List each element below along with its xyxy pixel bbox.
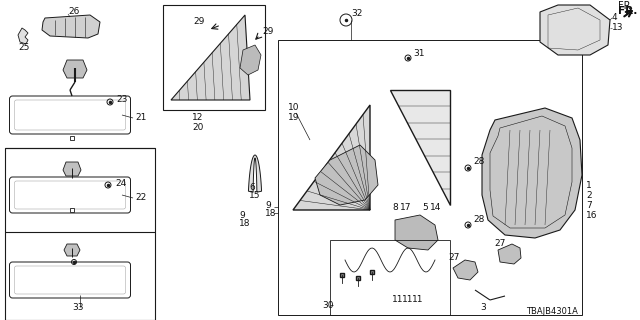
Polygon shape	[540, 5, 610, 55]
Polygon shape	[482, 108, 582, 238]
Text: 10: 10	[288, 103, 300, 113]
Text: 3: 3	[480, 302, 486, 311]
Text: 32: 32	[351, 10, 362, 19]
Text: 11: 11	[392, 295, 403, 305]
Text: 5: 5	[422, 204, 428, 212]
Polygon shape	[390, 90, 450, 205]
Polygon shape	[315, 145, 378, 205]
Text: 15: 15	[249, 191, 260, 201]
Text: 22: 22	[135, 194, 147, 203]
Text: 11: 11	[412, 295, 424, 305]
Text: 23: 23	[116, 94, 127, 103]
Polygon shape	[453, 260, 478, 280]
Text: 28: 28	[473, 215, 484, 225]
Text: 28: 28	[473, 157, 484, 166]
Polygon shape	[64, 244, 80, 256]
Text: 8: 8	[392, 204, 397, 212]
Polygon shape	[18, 28, 28, 44]
Text: 24: 24	[115, 179, 126, 188]
Text: 12: 12	[192, 114, 204, 123]
Text: 30: 30	[322, 300, 333, 309]
Text: 31: 31	[413, 50, 424, 59]
Text: 1: 1	[586, 180, 592, 189]
Text: 11: 11	[402, 295, 413, 305]
Polygon shape	[395, 215, 438, 250]
Text: 14: 14	[430, 204, 442, 212]
Polygon shape	[498, 244, 521, 264]
Text: 21: 21	[135, 114, 147, 123]
Polygon shape	[42, 15, 100, 38]
Polygon shape	[171, 15, 250, 100]
Text: 18: 18	[265, 210, 276, 219]
Text: 7: 7	[586, 201, 592, 210]
Text: 20: 20	[192, 123, 204, 132]
Text: 29: 29	[193, 18, 204, 27]
Polygon shape	[293, 105, 370, 210]
Text: 19: 19	[288, 114, 300, 123]
Text: 9: 9	[265, 201, 271, 210]
Polygon shape	[63, 162, 81, 176]
Text: 26: 26	[68, 7, 79, 17]
Text: 17: 17	[400, 204, 412, 212]
Text: 16: 16	[586, 211, 598, 220]
Text: 33: 33	[72, 303, 83, 313]
Text: 27: 27	[448, 253, 460, 262]
Text: 29: 29	[262, 28, 273, 36]
Polygon shape	[240, 45, 261, 75]
Text: 18: 18	[239, 220, 250, 228]
Text: FR.: FR.	[618, 6, 637, 16]
Text: 2: 2	[586, 190, 591, 199]
Text: 9: 9	[239, 211, 244, 220]
Polygon shape	[248, 155, 262, 192]
Polygon shape	[63, 60, 87, 78]
Text: TBAJB4301A: TBAJB4301A	[526, 308, 578, 316]
Text: 27: 27	[494, 238, 506, 247]
Text: 25: 25	[18, 43, 29, 52]
Text: 13: 13	[612, 23, 623, 33]
Text: 4: 4	[612, 13, 618, 22]
Text: 6: 6	[249, 183, 255, 193]
Text: FR.: FR.	[618, 1, 633, 11]
